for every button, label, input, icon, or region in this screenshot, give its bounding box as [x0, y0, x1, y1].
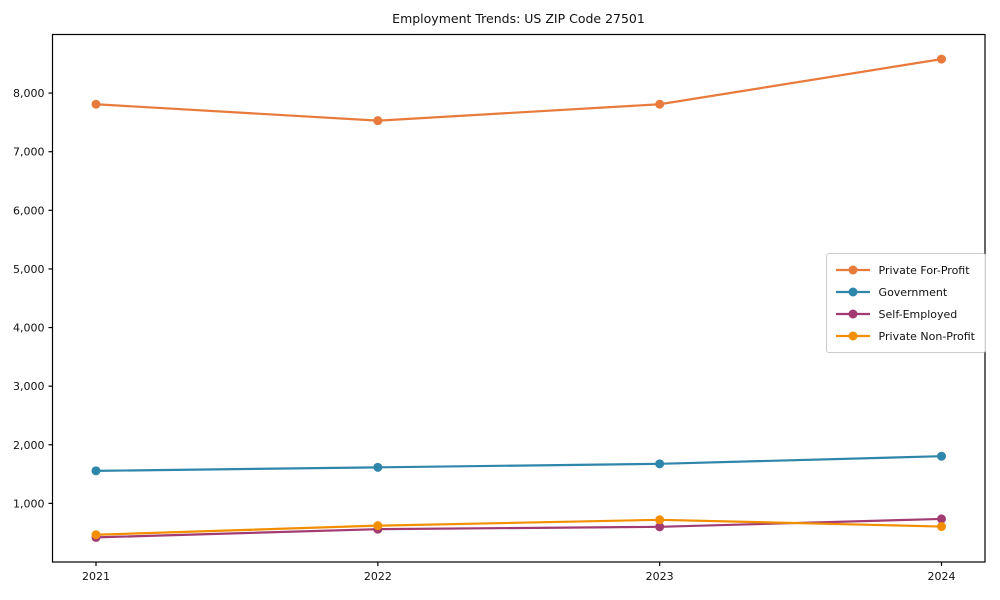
legend-marker-icon: [848, 309, 858, 319]
legend-item-government: Government: [834, 281, 975, 303]
legend-label-private-for-profit: Private For-Profit: [878, 263, 970, 277]
series-line-private-for-profit: [94, 58, 943, 122]
legend-label-private-non-profit: Private Non-Profit: [878, 329, 975, 343]
series-marker-private-non-profit: [937, 522, 946, 532]
series-marker-government: [937, 451, 946, 461]
legend-label-government: Government: [878, 285, 948, 299]
series-line-private-non-profit: [94, 518, 943, 536]
legend-line-sample-government: [835, 287, 870, 297]
legend-marker-icon: [848, 331, 858, 341]
legend-line-sample-private-non-profit: [835, 331, 870, 341]
legend-item-private-non-profit: Private Non-Profit: [834, 325, 975, 347]
series-marker-private-for-profit: [373, 116, 383, 126]
legend-marker-icon: [848, 287, 858, 297]
legend-item-private-for-profit: Private For-Profit: [834, 259, 975, 281]
series-line-government: [94, 455, 943, 472]
y-tick-label: 3,000: [13, 380, 45, 393]
legend-line-sample-self-employed: [835, 309, 870, 319]
legend-line-sample-private-for-profit: [835, 265, 870, 275]
legend-item-self-employed: Self-Employed: [834, 303, 975, 325]
y-tick-label: 8,000: [13, 87, 45, 100]
series-marker-government: [373, 462, 383, 472]
series-marker-government: [655, 459, 665, 469]
legend-label-self-employed: Self-Employed: [878, 307, 958, 321]
chart-title: Employment Trends: US ZIP Code 27501: [392, 11, 645, 26]
x-tick-label: 2021: [82, 570, 110, 583]
y-tick-label: 4,000: [13, 322, 45, 335]
series-marker-self-employed: [655, 522, 665, 532]
legend: Private For-Profit Government Self-Employe…: [825, 253, 986, 353]
series-marker-government: [91, 466, 101, 476]
series-marker-private-for-profit: [937, 54, 946, 64]
legend-marker-icon: [848, 265, 858, 275]
series-marker-private-non-profit: [91, 530, 101, 540]
y-tick-label: 1,000: [13, 497, 45, 510]
x-tick-label: 2024: [928, 570, 956, 583]
y-tick-label: 2,000: [13, 439, 45, 452]
series-marker-private-for-profit: [655, 99, 665, 109]
series-marker-self-employed: [937, 514, 946, 524]
x-tick-label: 2023: [646, 570, 674, 583]
series-marker-private-non-profit: [655, 515, 665, 525]
series-marker-private-for-profit: [91, 99, 101, 109]
series-marker-private-non-profit: [373, 521, 383, 531]
y-tick-label: 6,000: [13, 204, 45, 217]
x-tick-label: 2022: [364, 570, 392, 583]
y-tick-label: 5,000: [13, 263, 45, 276]
y-tick-label: 7,000: [13, 146, 45, 159]
